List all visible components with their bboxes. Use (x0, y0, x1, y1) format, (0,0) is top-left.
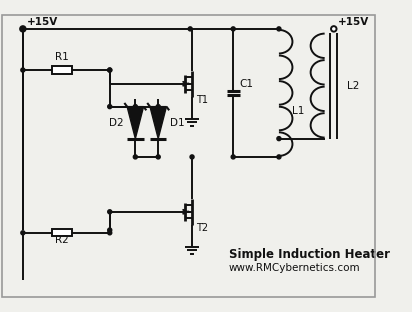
Circle shape (21, 231, 25, 235)
Circle shape (156, 155, 160, 159)
Circle shape (21, 68, 25, 72)
Text: T2: T2 (196, 223, 208, 233)
Circle shape (231, 27, 235, 31)
Circle shape (231, 155, 235, 159)
Text: R2: R2 (55, 235, 69, 245)
Polygon shape (150, 107, 166, 139)
Circle shape (108, 68, 112, 72)
Circle shape (277, 155, 281, 159)
Polygon shape (127, 107, 143, 139)
Circle shape (156, 105, 160, 109)
Text: L2: L2 (346, 80, 359, 90)
Circle shape (331, 26, 337, 32)
Circle shape (133, 105, 137, 109)
Circle shape (108, 105, 112, 109)
Circle shape (108, 228, 112, 232)
Text: C1: C1 (240, 79, 254, 89)
Text: L1: L1 (292, 106, 304, 116)
Text: +15V: +15V (26, 17, 58, 27)
Circle shape (108, 68, 112, 72)
Circle shape (20, 26, 26, 32)
Text: D1: D1 (170, 118, 185, 128)
Circle shape (21, 27, 25, 31)
Text: www.RMCybernetics.com: www.RMCybernetics.com (229, 263, 360, 274)
Circle shape (277, 137, 281, 141)
Circle shape (133, 155, 137, 159)
Text: T1: T1 (196, 95, 208, 105)
Circle shape (108, 231, 112, 235)
Circle shape (188, 27, 192, 31)
Text: Simple Induction Heater: Simple Induction Heater (229, 248, 390, 261)
Bar (52, 229, 72, 236)
Text: D2: D2 (109, 118, 124, 128)
Bar (52, 66, 72, 74)
Text: R1: R1 (55, 52, 69, 62)
Circle shape (277, 27, 281, 31)
Text: +15V: +15V (337, 17, 369, 27)
Circle shape (190, 155, 194, 159)
Circle shape (108, 210, 112, 214)
